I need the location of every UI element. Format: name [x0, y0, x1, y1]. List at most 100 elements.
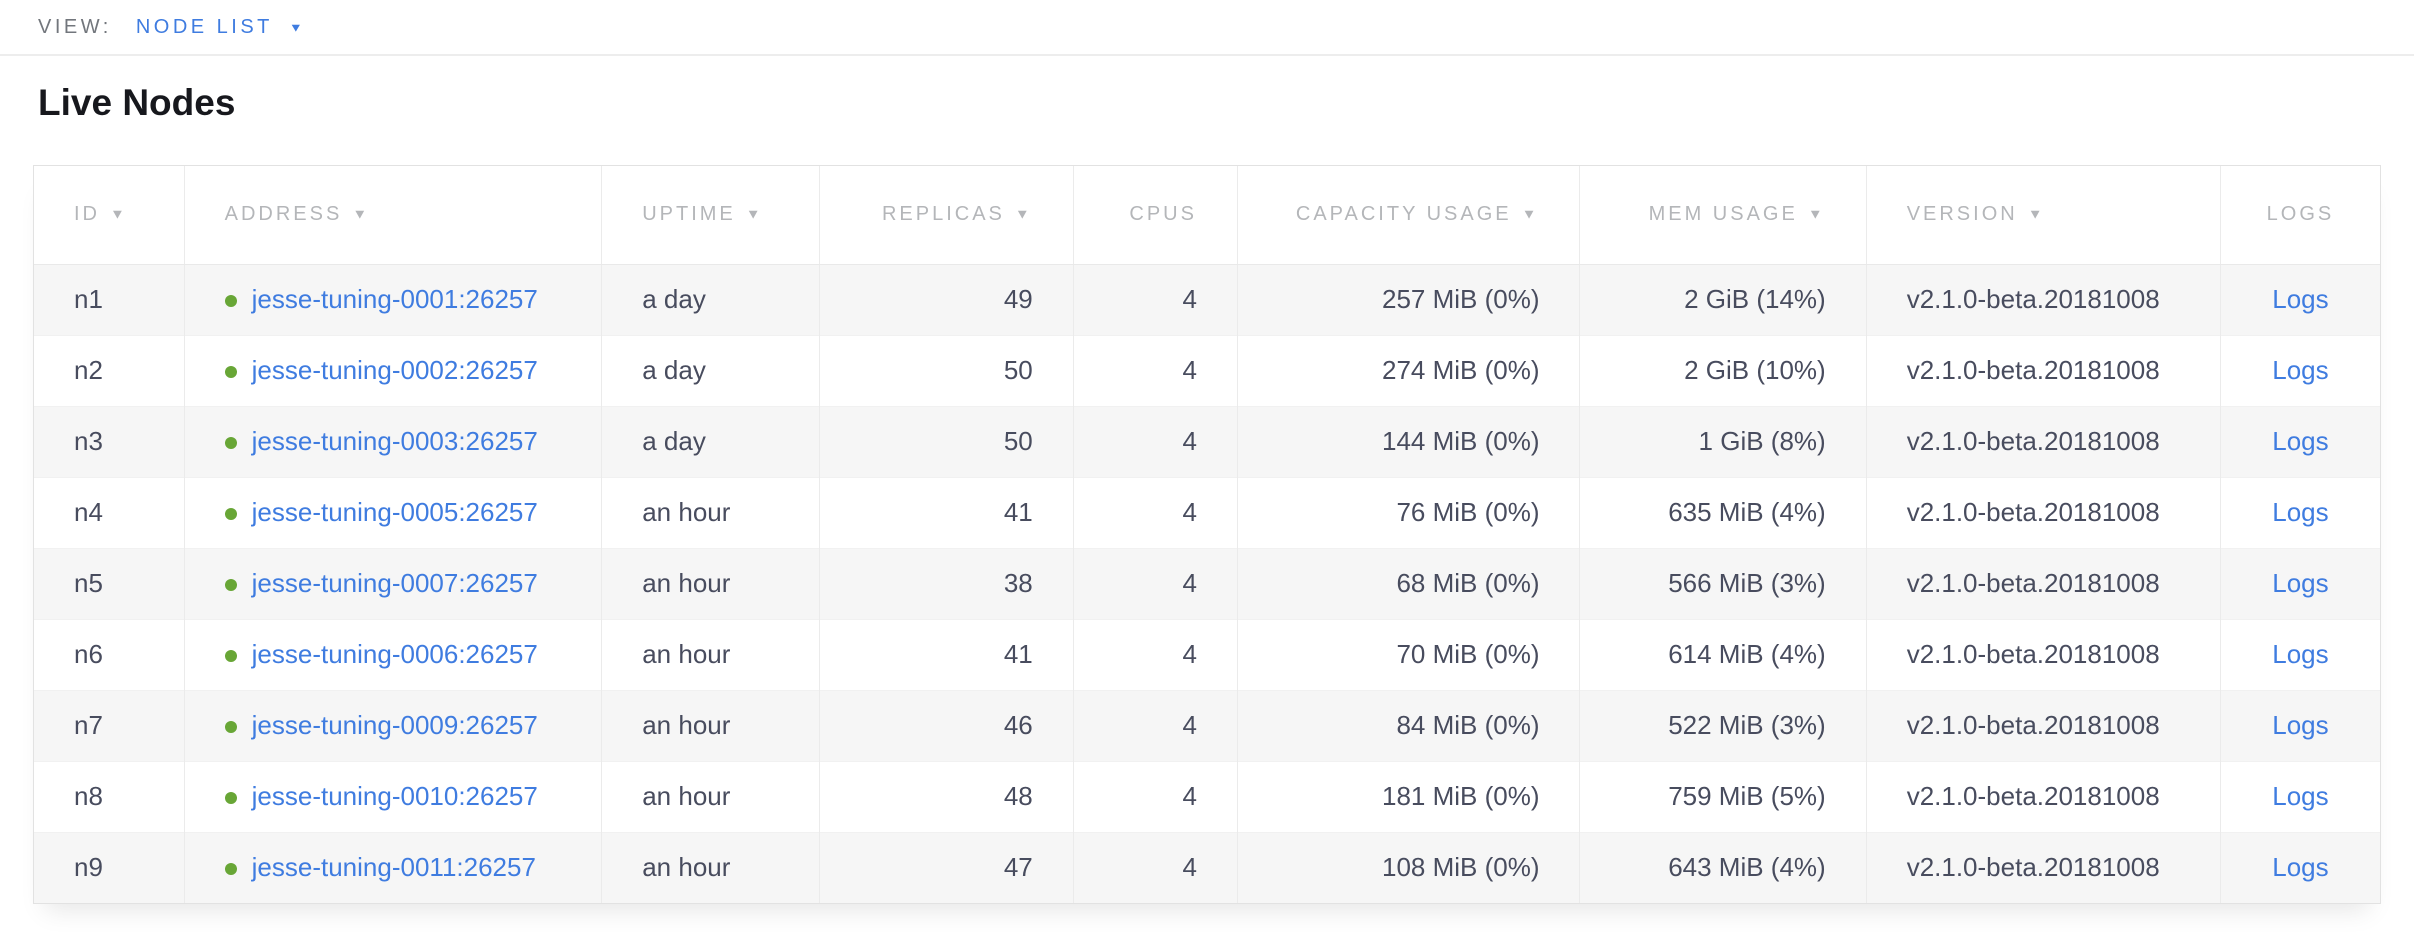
cell-id: n6	[34, 619, 184, 690]
cell-logs: Logs	[2220, 761, 2380, 832]
dropdown-caret-icon: ▼	[289, 21, 303, 33]
cell-logs: Logs	[2220, 335, 2380, 406]
node-row-n8: n8jesse-tuning-0010:26257an hour484181 M…	[34, 761, 2380, 832]
cell-version: v2.1.0-beta.20181008	[1866, 335, 2220, 406]
column-label: VERSION	[1907, 203, 2018, 225]
sort-desc-icon: ▼	[1015, 208, 1033, 222]
node-row-n5: n5jesse-tuning-0007:26257an hour38468 Mi…	[34, 548, 2380, 619]
node-address-link[interactable]: jesse-tuning-0009:26257	[252, 710, 538, 740]
cell-version: v2.1.0-beta.20181008	[1866, 477, 2220, 548]
cell-version: v2.1.0-beta.20181008	[1866, 264, 2220, 335]
cell-address: jesse-tuning-0007:26257	[184, 548, 602, 619]
cell-id: n1	[34, 264, 184, 335]
node-logs-link[interactable]: Logs	[2272, 852, 2328, 882]
sort-desc-icon: ▼	[352, 208, 370, 222]
node-row-n3: n3jesse-tuning-0003:26257a day504144 MiB…	[34, 406, 2380, 477]
cell-uptime: an hour	[602, 477, 820, 548]
node-logs-link[interactable]: Logs	[2272, 284, 2328, 314]
cell-logs: Logs	[2220, 619, 2380, 690]
node-row-n7: n7jesse-tuning-0009:26257an hour46484 Mi…	[34, 690, 2380, 761]
node-address-link[interactable]: jesse-tuning-0007:26257	[252, 568, 538, 598]
node-logs-link[interactable]: Logs	[2272, 497, 2328, 527]
cell-capacity: 274 MiB (0%)	[1237, 335, 1580, 406]
cell-id: n9	[34, 832, 184, 903]
cell-address: jesse-tuning-0009:26257	[184, 690, 602, 761]
cell-replicas: 47	[820, 832, 1073, 903]
cell-address: jesse-tuning-0006:26257	[184, 619, 602, 690]
cell-logs: Logs	[2220, 406, 2380, 477]
cell-logs: Logs	[2220, 690, 2380, 761]
node-logs-link[interactable]: Logs	[2272, 568, 2328, 598]
cell-id: n2	[34, 335, 184, 406]
node-address-link[interactable]: jesse-tuning-0005:26257	[252, 497, 538, 527]
column-label: CAPACITY USAGE	[1296, 203, 1512, 225]
cell-replicas: 46	[820, 690, 1073, 761]
column-label: CPUS	[1129, 203, 1197, 225]
live-nodes-table: ID▼ADDRESS▼UPTIME▼REPLICAS▼CPUSCAPACITY …	[34, 166, 2380, 903]
node-logs-link[interactable]: Logs	[2272, 639, 2328, 669]
cell-mem: 635 MiB (4%)	[1580, 477, 1866, 548]
node-address-link[interactable]: jesse-tuning-0001:26257	[252, 284, 538, 314]
page-title: Live Nodes	[0, 56, 2414, 123]
node-health-icon	[225, 508, 237, 520]
cell-version: v2.1.0-beta.20181008	[1866, 761, 2220, 832]
cell-replicas: 50	[820, 335, 1073, 406]
cell-capacity: 181 MiB (0%)	[1237, 761, 1580, 832]
node-health-icon	[225, 650, 237, 662]
cell-id: n4	[34, 477, 184, 548]
cell-mem: 2 GiB (14%)	[1580, 264, 1866, 335]
node-health-icon	[225, 366, 237, 378]
column-header-id[interactable]: ID ▼	[34, 166, 184, 264]
node-address-link[interactable]: jesse-tuning-0003:26257	[252, 426, 538, 456]
cell-address: jesse-tuning-0011:26257	[184, 832, 602, 903]
cell-logs: Logs	[2220, 477, 2380, 548]
node-logs-link[interactable]: Logs	[2272, 426, 2328, 456]
node-address-link[interactable]: jesse-tuning-0011:26257	[252, 852, 536, 882]
cell-logs: Logs	[2220, 264, 2380, 335]
cell-logs: Logs	[2220, 832, 2380, 903]
sort-desc-icon: ▼	[110, 208, 128, 222]
node-logs-link[interactable]: Logs	[2272, 710, 2328, 740]
column-header-replicas[interactable]: REPLICAS▼	[820, 166, 1073, 264]
node-health-icon	[225, 792, 237, 804]
cell-address: jesse-tuning-0005:26257	[184, 477, 602, 548]
cell-logs: Logs	[2220, 548, 2380, 619]
cell-replicas: 41	[820, 619, 1073, 690]
cell-address: jesse-tuning-0001:26257	[184, 264, 602, 335]
cell-cpus: 4	[1073, 335, 1237, 406]
node-logs-link[interactable]: Logs	[2272, 781, 2328, 811]
cell-version: v2.1.0-beta.20181008	[1866, 619, 2220, 690]
column-header-cpus: CPUS	[1073, 166, 1237, 264]
column-header-capacity[interactable]: CAPACITY USAGE▼	[1237, 166, 1580, 264]
node-logs-link[interactable]: Logs	[2272, 355, 2328, 385]
column-label: LOGS	[2267, 203, 2335, 225]
column-label: UPTIME	[642, 203, 736, 225]
node-health-icon	[225, 863, 237, 875]
view-label: VIEW:	[38, 16, 112, 39]
node-row-n4: n4jesse-tuning-0005:26257an hour41476 Mi…	[34, 477, 2380, 548]
view-selector-dropdown[interactable]: NODE LIST ▼	[136, 16, 303, 39]
cell-uptime: an hour	[602, 548, 820, 619]
cell-replicas: 38	[820, 548, 1073, 619]
column-label: MEM USAGE	[1649, 203, 1798, 225]
column-header-uptime[interactable]: UPTIME▼	[602, 166, 820, 264]
node-address-link[interactable]: jesse-tuning-0010:26257	[252, 781, 538, 811]
cell-uptime: an hour	[602, 761, 820, 832]
cell-version: v2.1.0-beta.20181008	[1866, 406, 2220, 477]
node-health-icon	[225, 721, 237, 733]
cell-cpus: 4	[1073, 619, 1237, 690]
column-label: ADDRESS	[225, 203, 343, 225]
cell-mem: 643 MiB (4%)	[1580, 832, 1866, 903]
column-header-version[interactable]: VERSION▼	[1866, 166, 2220, 264]
column-header-address[interactable]: ADDRESS ▼	[184, 166, 602, 264]
cell-capacity: 144 MiB (0%)	[1237, 406, 1580, 477]
cell-mem: 1 GiB (8%)	[1580, 406, 1866, 477]
cell-cpus: 4	[1073, 690, 1237, 761]
node-address-link[interactable]: jesse-tuning-0006:26257	[252, 639, 538, 669]
cell-uptime: a day	[602, 335, 820, 406]
column-label: ID	[74, 203, 100, 225]
column-header-mem[interactable]: MEM USAGE▼	[1580, 166, 1866, 264]
node-address-link[interactable]: jesse-tuning-0002:26257	[252, 355, 538, 385]
cell-address: jesse-tuning-0002:26257	[184, 335, 602, 406]
node-row-n1: n1jesse-tuning-0001:26257a day494257 MiB…	[34, 264, 2380, 335]
